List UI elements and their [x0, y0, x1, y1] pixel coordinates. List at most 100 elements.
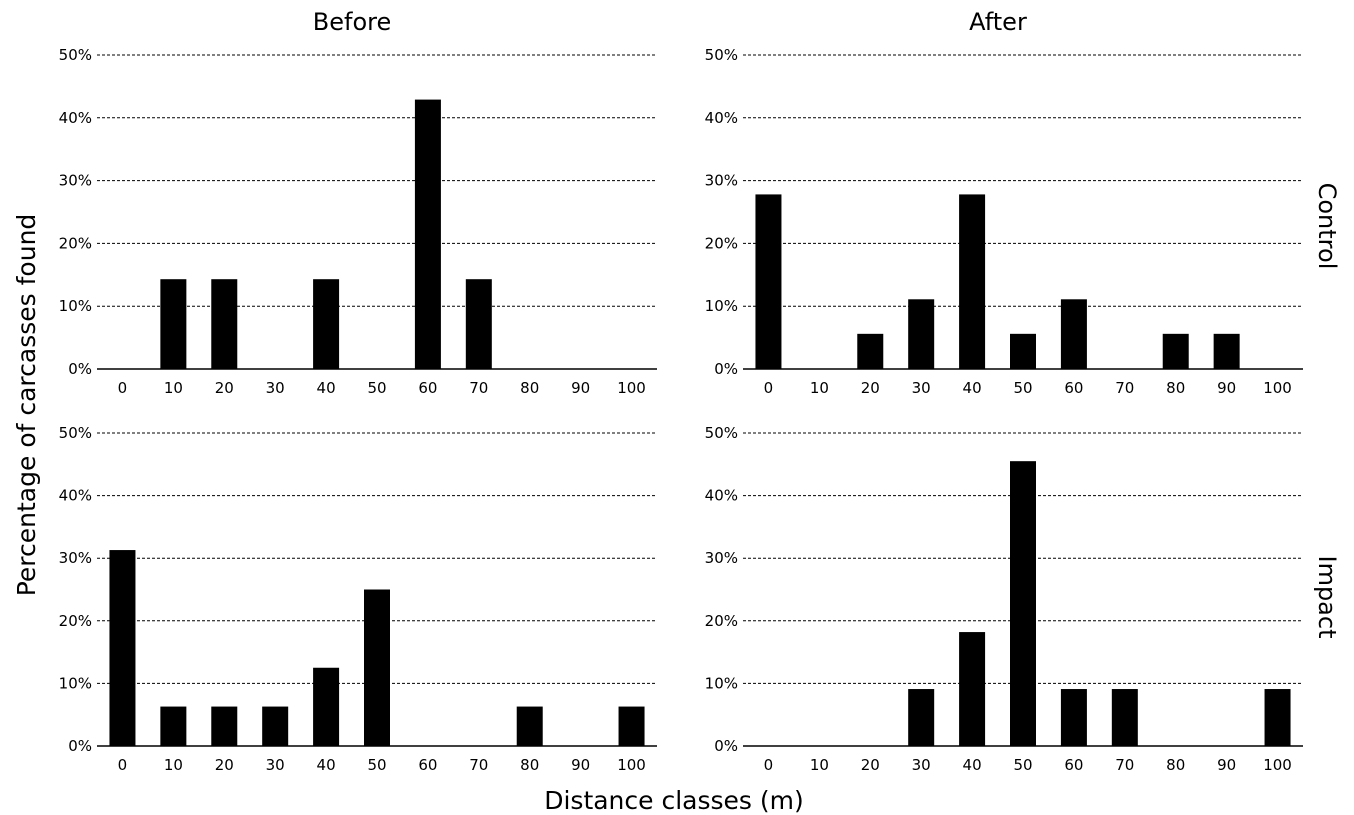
- column-title-after: After: [969, 8, 1027, 36]
- x-tick-label: 40: [317, 379, 336, 397]
- y-tick-label: 10%: [59, 674, 92, 692]
- x-tick-label: 50: [1013, 756, 1032, 774]
- x-tick-label: 90: [571, 379, 590, 397]
- bar-60: [1060, 689, 1087, 746]
- y-tick-label: 20%: [59, 234, 92, 252]
- bar-100: [1264, 689, 1291, 746]
- bar-30: [908, 299, 935, 369]
- x-tick-label: 50: [367, 756, 386, 774]
- y-tick-label: 0%: [714, 360, 738, 378]
- bar-40: [959, 194, 986, 369]
- y-tick-label: 10%: [705, 297, 738, 315]
- bar-100: [618, 706, 645, 746]
- y-tick-label: 20%: [705, 234, 738, 252]
- x-tick-label: 30: [266, 756, 285, 774]
- x-tick-label: 60: [1064, 379, 1083, 397]
- x-tick-label: 100: [1263, 756, 1292, 774]
- x-tick-label: 50: [1013, 379, 1032, 397]
- bar-50: [364, 589, 390, 746]
- x-tick-label: 20: [215, 379, 234, 397]
- x-tick-label: 80: [1166, 379, 1185, 397]
- bar-40: [313, 667, 340, 746]
- x-tick-label: 30: [266, 379, 285, 397]
- column-title-before: Before: [313, 8, 391, 36]
- bar-40: [313, 279, 340, 369]
- x-tick-label: 70: [469, 379, 488, 397]
- y-tick-label: 50%: [59, 46, 92, 64]
- y-axis-label: Percentage of carcasses found: [12, 214, 41, 597]
- y-tick-label: 30%: [705, 549, 738, 567]
- y-tick-label: 30%: [59, 549, 92, 567]
- y-tick-label: 10%: [705, 674, 738, 692]
- x-tick-label: 80: [520, 756, 539, 774]
- x-tick-label: 10: [164, 756, 183, 774]
- x-tick-label: 100: [617, 379, 646, 397]
- x-tick-label: 40: [963, 756, 982, 774]
- bar-0: [109, 550, 136, 746]
- x-tick-label: 0: [118, 379, 128, 397]
- bar-40: [959, 632, 986, 746]
- x-axis-label: Distance classes (m): [544, 786, 804, 815]
- x-tick-label: 0: [118, 756, 128, 774]
- y-tick-label: 50%: [59, 424, 92, 442]
- bar-80: [1162, 333, 1189, 369]
- bar-50: [1010, 461, 1036, 746]
- row-label-impact: Impact: [1313, 555, 1341, 638]
- x-tick-label: 80: [1166, 756, 1185, 774]
- y-tick-label: 30%: [705, 172, 738, 190]
- bar-60: [414, 99, 441, 369]
- y-tick-label: 0%: [714, 737, 738, 755]
- y-tick-label: 0%: [68, 360, 92, 378]
- x-tick-label: 60: [418, 379, 437, 397]
- bar-20: [211, 279, 238, 369]
- x-tick-label: 20: [215, 756, 234, 774]
- y-tick-label: 40%: [59, 109, 92, 127]
- y-tick-label: 50%: [705, 424, 738, 442]
- x-tick-label: 90: [1217, 756, 1236, 774]
- x-tick-label: 80: [520, 379, 539, 397]
- x-tick-label: 50: [367, 379, 386, 397]
- x-tick-label: 90: [571, 756, 590, 774]
- panel-before-impact: 0% 10% 20% 30% 40% 50% 0 10 20 30 40 50 60 70 80 90 100: [59, 424, 657, 774]
- y-tick-label: 10%: [59, 297, 92, 315]
- bar-30: [908, 689, 935, 746]
- x-tick-label: 70: [1115, 756, 1134, 774]
- x-tick-label: 10: [810, 756, 829, 774]
- y-tick-label: 20%: [59, 612, 92, 630]
- x-tick-label: 10: [810, 379, 829, 397]
- x-tick-label: 60: [418, 756, 437, 774]
- x-tick-label: 10: [164, 379, 183, 397]
- x-tick-label: 20: [861, 379, 880, 397]
- bar-60: [1060, 299, 1087, 369]
- y-tick-label: 40%: [705, 109, 738, 127]
- bar-10: [160, 279, 187, 369]
- x-tick-label: 70: [1115, 379, 1134, 397]
- bar-0: [755, 194, 782, 369]
- bar-80: [516, 706, 543, 746]
- y-tick-label: 30%: [59, 172, 92, 190]
- y-tick-label: 40%: [705, 487, 738, 505]
- x-tick-label: 100: [617, 756, 646, 774]
- bar-10: [160, 706, 187, 746]
- bar-30: [262, 706, 289, 746]
- bar-90: [1213, 333, 1240, 369]
- y-tick-label: 20%: [705, 612, 738, 630]
- x-tick-label: 100: [1263, 379, 1292, 397]
- y-tick-label: 40%: [59, 487, 92, 505]
- bar-20: [857, 333, 884, 369]
- panel-after-impact: 0% 10% 20% 30% 40% 50% 0 10 20 30 40 50 60 70 80 90 100: [705, 424, 1303, 774]
- row-label-control: Control: [1313, 183, 1341, 270]
- bar-70: [465, 279, 492, 369]
- panels: 0%10%20%30%40%50%0 10 20 30 40 50 60 70 80 90 1000…: [59, 46, 1303, 774]
- panel-before-control: 0% 10% 20% 30% 40% 50% 0 10 20 30 40 50 60 70 80 90 100: [59, 46, 657, 397]
- x-tick-label: 90: [1217, 379, 1236, 397]
- x-tick-label: 0: [764, 756, 774, 774]
- y-tick-label: 50%: [705, 46, 738, 64]
- x-tick-label: 40: [963, 379, 982, 397]
- x-tick-label: 70: [469, 756, 488, 774]
- x-tick-label: 20: [861, 756, 880, 774]
- bar-70: [1111, 689, 1138, 746]
- bar-20: [211, 706, 238, 746]
- y-tick-label: 0%: [68, 737, 92, 755]
